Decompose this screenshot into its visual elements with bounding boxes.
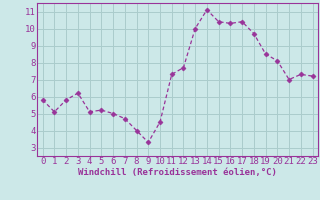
X-axis label: Windchill (Refroidissement éolien,°C): Windchill (Refroidissement éolien,°C) <box>78 168 277 177</box>
